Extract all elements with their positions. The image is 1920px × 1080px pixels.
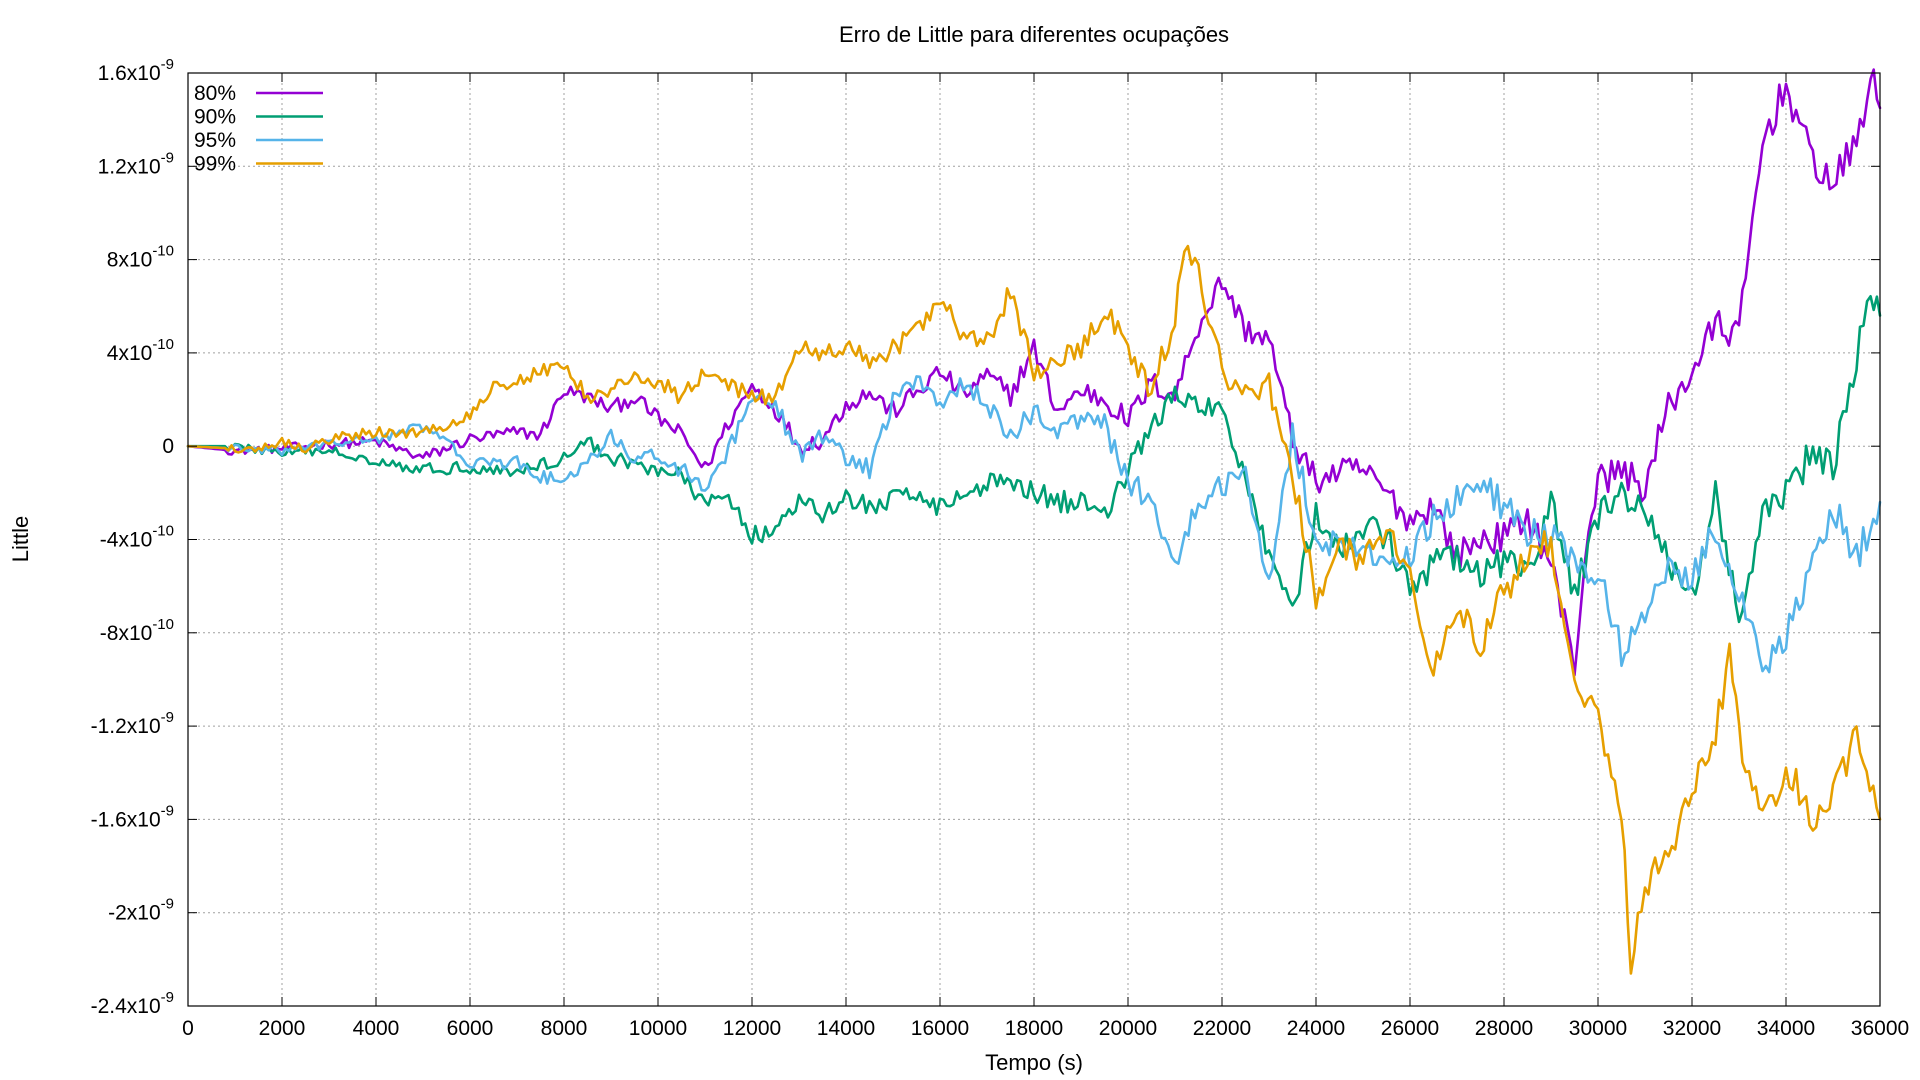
x-tick-label: 26000: [1381, 1017, 1439, 1040]
x-tick-label: 28000: [1475, 1017, 1533, 1040]
x-tick-label: 20000: [1099, 1017, 1157, 1040]
legend-label: 95%: [194, 129, 236, 152]
y-tick-label: 4x10-10: [107, 336, 174, 365]
x-tick-label: 36000: [1851, 1017, 1909, 1040]
legend: 80%90%95%99%: [194, 82, 323, 176]
y-tick-label: -8x10-10: [100, 616, 174, 645]
y-axis-label: Little: [8, 516, 33, 562]
x-tick-label: 12000: [723, 1017, 781, 1040]
x-tick-label: 16000: [911, 1017, 969, 1040]
x-tick-label: 32000: [1663, 1017, 1721, 1040]
grid: [188, 73, 1880, 1006]
y-tick-label: 1.6x10-9: [98, 56, 174, 85]
x-tick-label: 30000: [1569, 1017, 1627, 1040]
y-tick-label: -2.4x10-9: [91, 989, 174, 1018]
y-tick-label: -2x10-9: [108, 896, 174, 925]
series-line-95-percent: [186, 375, 1882, 674]
x-tick-label: 0: [182, 1017, 194, 1040]
x-tick-label: 24000: [1287, 1017, 1345, 1040]
y-tick-label: 1.2x10-9: [98, 149, 174, 178]
x-axis-label: Tempo (s): [985, 1050, 1083, 1075]
x-tick-label: 10000: [629, 1017, 687, 1040]
x-tick-label: 4000: [353, 1017, 400, 1040]
chart-title: Erro de Little para diferentes ocupações: [839, 22, 1229, 47]
legend-label: 80%: [194, 82, 236, 105]
y-tick-label: 0: [162, 435, 174, 458]
y-tick-label: -4x10-10: [100, 523, 174, 552]
y-tick-label: 8x10-10: [107, 243, 174, 272]
series-line-80-percent: [186, 68, 1882, 677]
y-tick-label: -1.2x10-9: [91, 709, 174, 738]
legend-label: 90%: [194, 106, 236, 129]
x-tick-label: 2000: [259, 1017, 306, 1040]
x-tick-label: 14000: [817, 1017, 875, 1040]
x-tick-label: 8000: [541, 1017, 588, 1040]
legend-label: 99%: [194, 153, 236, 176]
plot-series: [186, 68, 1882, 975]
series-line-90-percent: [186, 294, 1882, 624]
x-tick-label: 18000: [1005, 1017, 1063, 1040]
y-tick-label: -1.6x10-9: [91, 802, 174, 831]
x-tick-label: 34000: [1757, 1017, 1815, 1040]
x-tick-label: 6000: [447, 1017, 494, 1040]
x-tick-label: 22000: [1193, 1017, 1251, 1040]
series-line-99-percent: [186, 244, 1882, 975]
axis-ticks: 0 2000 4000 6000 8000 10000 12000 14000 16000 180…: [91, 56, 1910, 1040]
